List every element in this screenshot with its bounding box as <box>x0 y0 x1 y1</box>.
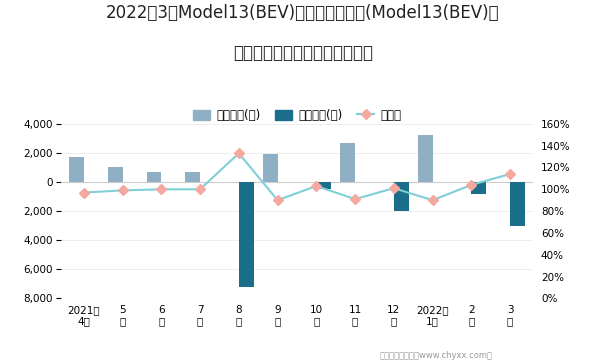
Bar <box>341 143 355 182</box>
Bar <box>147 172 161 182</box>
Bar <box>185 172 200 182</box>
Legend: 积压库存(辆), 清仓库存(辆), 产销率: 积压库存(辆), 清仓库存(辆), 产销率 <box>188 104 406 127</box>
Line: 产销率: 产销率 <box>81 150 513 204</box>
Text: 近一年库存情况及产销率统计图: 近一年库存情况及产销率统计图 <box>233 44 373 62</box>
产销率 <box>158 187 165 191</box>
产销率 <box>274 198 281 202</box>
产销率 <box>313 184 320 188</box>
Bar <box>239 182 253 287</box>
Bar <box>108 167 122 182</box>
产销率 <box>351 197 359 201</box>
产销率 <box>390 186 398 190</box>
Bar <box>418 135 433 182</box>
产销率 <box>80 190 87 195</box>
Text: 制图：智研咨询（www.chyxx.com）: 制图：智研咨询（www.chyxx.com） <box>380 351 493 360</box>
产销率 <box>196 187 204 191</box>
Bar <box>69 157 84 182</box>
产销率 <box>429 198 436 202</box>
Bar <box>471 182 486 194</box>
产销率 <box>119 188 126 193</box>
产销率 <box>507 172 514 176</box>
Bar <box>394 182 408 211</box>
产销率 <box>235 151 242 155</box>
Text: 2022年3月Model13(BEV)旗下最畅销轿车(Model13(BEV)）: 2022年3月Model13(BEV)旗下最畅销轿车(Model13(BEV)） <box>106 4 500 21</box>
Bar <box>510 182 525 226</box>
产销率 <box>468 183 475 187</box>
Bar <box>316 182 331 189</box>
Bar <box>263 154 278 182</box>
